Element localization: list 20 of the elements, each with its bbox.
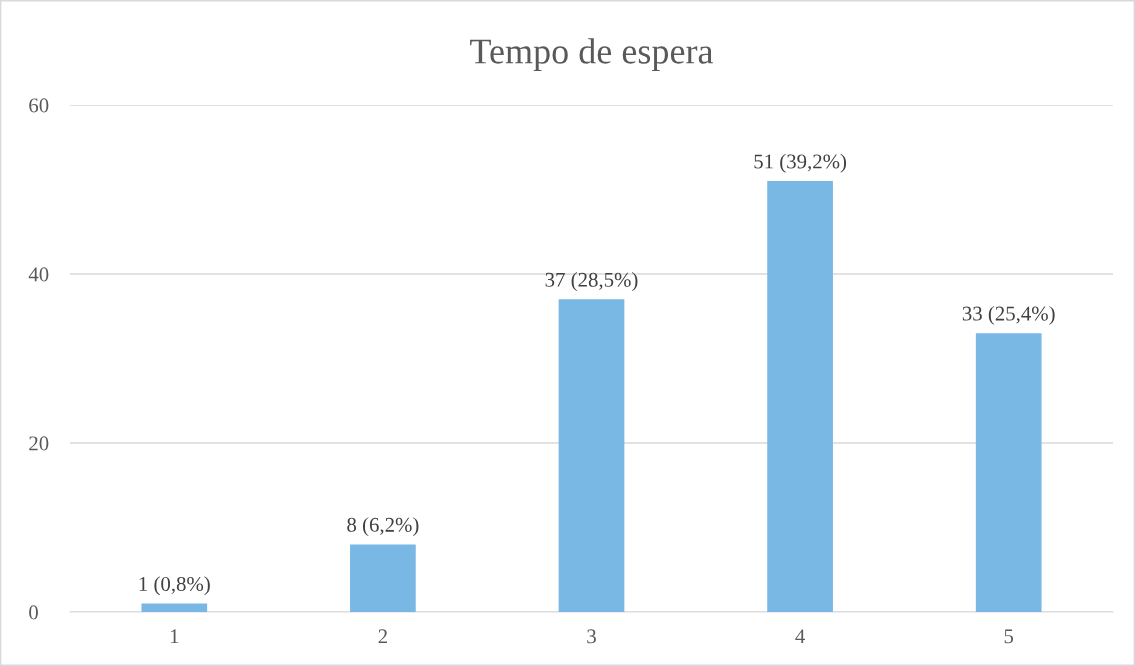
data-label: 33 (25,4%) (962, 305, 1055, 325)
y-tick-label: 0 (29, 605, 38, 620)
x-tick-label: 3 (587, 629, 596, 644)
bar (767, 181, 833, 612)
y-tick-label: 20 (29, 436, 49, 451)
bar (558, 299, 625, 612)
bar (141, 603, 208, 612)
x-tick-label: 5 (1004, 629, 1014, 644)
data-label: 8 (6,2%) (347, 517, 419, 537)
x-tick-label: 2 (378, 629, 387, 644)
data-label: 37 (28,5%) (545, 272, 638, 292)
y-tick-label: 40 (28, 267, 49, 282)
bar (975, 333, 1042, 612)
x-tick-label: 4 (795, 629, 805, 644)
chart-title: Tempo de espera (470, 38, 714, 72)
y-tick-label: 60 (29, 98, 49, 113)
data-label: 51 (39,2%) (754, 153, 847, 173)
data-label: 1 (0,8%) (139, 576, 210, 596)
bar (350, 544, 416, 612)
x-tick-label: 1 (170, 629, 179, 644)
